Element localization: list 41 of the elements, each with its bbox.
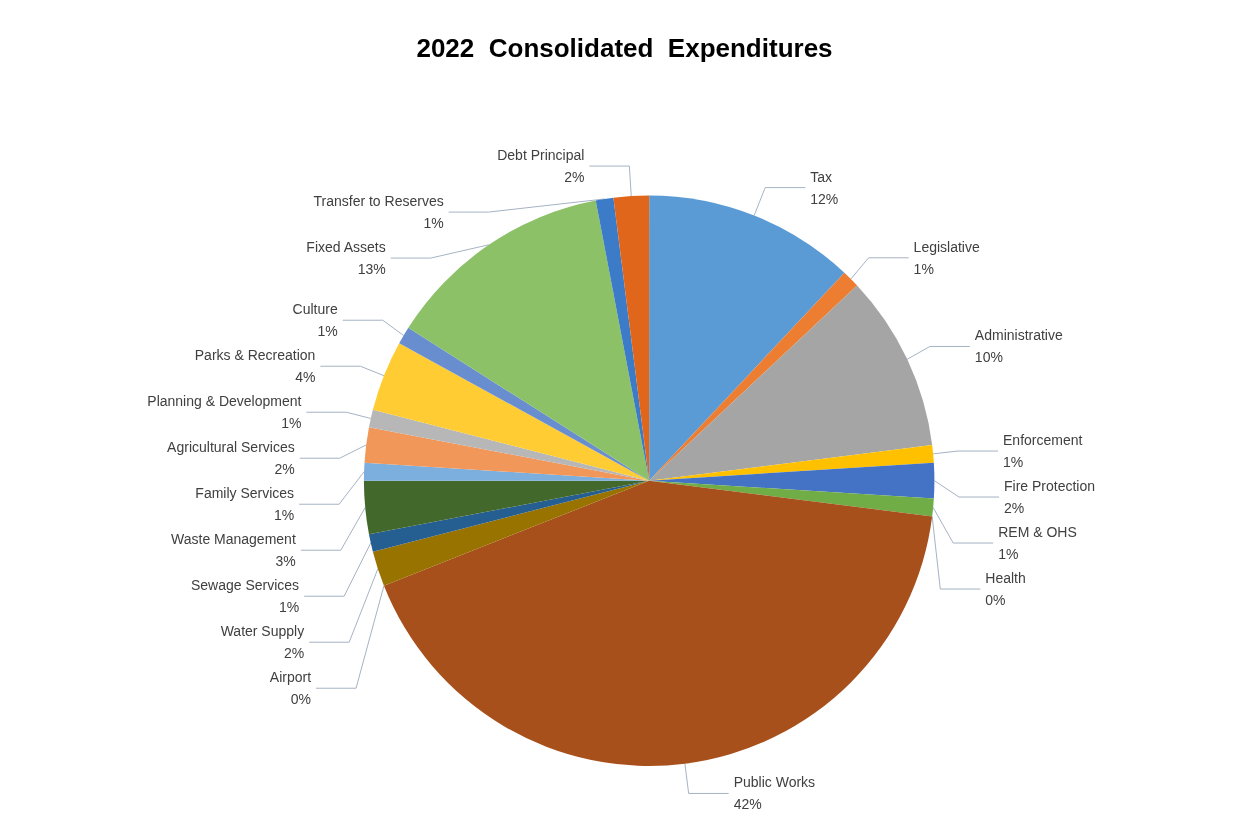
chart-title: 2022 Consolidated Expenditures [416,33,833,63]
slice-label: Planning & Development [147,393,302,410]
slice-label: Culture [292,301,338,318]
slice-label: Sewage Services [190,577,300,594]
slice-label: REM & OHS [998,524,1077,541]
data-label: 1% [281,415,302,432]
category-label: Airport [269,669,312,686]
slice-label: Waste Management [171,531,296,548]
slice-label: Transfer to Reserves [313,193,444,210]
data-label: 1% [278,599,300,616]
data-label: 1% [1003,454,1024,471]
data-label: 10% [974,349,1003,366]
text: 0% [290,691,312,708]
slice-label: Water Supply [220,623,305,640]
slice-label: Debt Principal [497,147,585,164]
data-label: 42% [733,796,762,813]
slice-label: Fixed Assets [306,239,386,256]
data-label: 3% [275,553,296,570]
slice-label: Enforcement [1003,432,1083,449]
slice-label: Tax [810,168,833,185]
data-label: 2% [564,169,585,186]
slice-label: Agricultural Services [167,439,295,456]
data-label: 1% [317,323,338,340]
slice-label: Family Services [195,485,295,502]
data-label: 13% [357,261,386,278]
data-label: 12% [810,190,839,207]
data-label: 2% [274,461,295,478]
slice-label: Public Works [733,774,816,791]
data-label: 1% [423,215,444,232]
data-label: 1% [913,260,934,277]
data-label: 2% [283,645,305,662]
category-label: Health [985,570,1026,587]
slice-label: Legislative [913,238,980,255]
slice-label: Administrative [974,327,1063,344]
data-label: 4% [295,369,316,386]
data-label: 1% [998,546,1019,563]
slice-label: Parks & Recreation [194,347,316,364]
text: 0% [985,592,1006,609]
slice-label: Fire Protection [1003,478,1096,495]
data-label: 2% [1003,500,1025,517]
data-label: 1% [273,507,295,524]
